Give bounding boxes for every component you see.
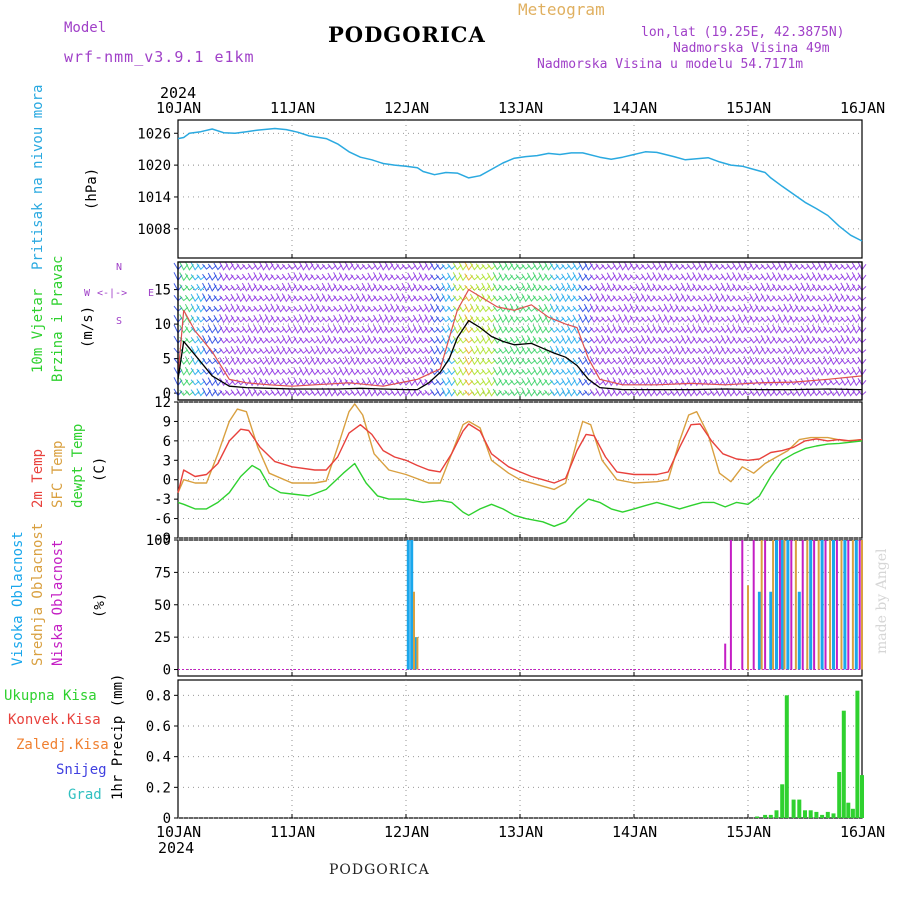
precip-legend-total: Ukupna Kisa <box>4 688 97 704</box>
compass-cross: <-|-> <box>97 288 128 299</box>
precip-legend-snow: Snijeg <box>56 762 107 778</box>
y-tick-label: 1026 <box>137 126 171 142</box>
precip-bar <box>808 810 813 818</box>
y-tick-label: 0.8 <box>146 688 171 704</box>
precip-bar <box>803 810 807 818</box>
precip-bar <box>855 690 860 818</box>
footer-title: PODGORICA <box>329 862 430 878</box>
precip-bar <box>841 710 846 818</box>
y-tick-label: 12 <box>154 395 171 411</box>
wind-speed-line <box>177 319 863 391</box>
page-title: PODGORICA <box>328 22 486 47</box>
y-tick-label: 50 <box>154 598 171 614</box>
y-tick-label: 1020 <box>137 158 171 174</box>
precip-legend-frz: Zaledj.Kisa <box>16 737 109 753</box>
2m-temp-line <box>177 423 863 493</box>
date-label-bottom: 10JAN <box>156 823 202 841</box>
precip-bar <box>784 695 789 818</box>
precip-bar <box>831 813 836 818</box>
precip-legend-conv: Konvek.Kisa <box>8 712 101 728</box>
precip-bar <box>814 811 819 818</box>
precip-bar <box>791 799 796 818</box>
pressure-line <box>177 127 863 242</box>
compass-s: S <box>116 316 123 327</box>
precip-legend-hail: Grad <box>68 787 102 803</box>
y-tick-label: 100 <box>146 533 171 549</box>
y-tick-label: 1014 <box>137 190 171 206</box>
precip-bar <box>780 784 785 818</box>
date-label-top: 13JAN <box>498 99 544 117</box>
model-elevation-label: Nadmorska Visina u modelu 54.7171m <box>537 57 804 72</box>
gust-line <box>177 289 863 387</box>
precip-bar <box>768 814 773 818</box>
precip-bar <box>846 802 851 818</box>
compass-n: N <box>116 262 123 273</box>
precip-bar <box>797 799 802 818</box>
date-label-top: 15JAN <box>726 99 772 117</box>
y-tick-label: -9 <box>154 531 171 547</box>
y-tick-label: 75 <box>154 565 171 581</box>
date-label-top: 16JAN <box>840 99 886 117</box>
year-top: 2024 <box>160 84 197 102</box>
y-tick-label: 1008 <box>137 222 171 238</box>
y-tick-label: 9 <box>163 414 171 430</box>
y-tick-label: 0 <box>163 473 171 489</box>
date-label-bottom: 16JAN <box>840 823 886 841</box>
y-tick-label: 0.4 <box>146 750 171 766</box>
model-label: Model <box>64 20 107 36</box>
y-tick-label: 3 <box>163 453 171 469</box>
y-tick-label: 0.2 <box>146 780 171 796</box>
y-tick-label: 0.6 <box>146 719 171 735</box>
compass-w: W <box>84 288 91 299</box>
date-label-bottom: 11JAN <box>270 823 316 841</box>
lonlat-label: lon,lat (19.25E, 42.3875N) <box>641 25 845 40</box>
date-label-bottom: 15JAN <box>726 823 772 841</box>
wind-direction-field <box>173 261 867 397</box>
y-tick-label: 0 <box>163 811 171 827</box>
date-label-top: 12JAN <box>384 99 430 117</box>
y-tick-label: 25 <box>154 630 171 646</box>
precip-bar <box>825 811 830 818</box>
y-tick-label: 15 <box>154 283 171 299</box>
elevation-label: Nadmorska Visina 49m <box>673 41 830 56</box>
sfc-temp-line <box>177 403 863 493</box>
panel-frame <box>177 261 863 401</box>
y-tick-label: -3 <box>154 492 171 508</box>
compass-e: E <box>148 288 155 299</box>
y-tick-label: 10 <box>154 317 171 333</box>
precip-bar <box>850 808 855 818</box>
meteogram-label: Meteogram <box>518 0 605 19</box>
y-tick-label: 6 <box>163 434 171 450</box>
date-label-top: 10JAN <box>156 99 202 117</box>
precip-bar <box>755 816 760 818</box>
date-label-bottom: 12JAN <box>384 823 430 841</box>
model-name: wrf-nmm_v3.9.1 e1km <box>64 48 255 66</box>
precip-bar <box>860 775 864 818</box>
precip-bar <box>820 814 825 818</box>
y-tick-label: 0 <box>163 386 171 402</box>
date-label-top: 11JAN <box>270 99 316 117</box>
date-label-bottom: 14JAN <box>612 823 658 841</box>
y-tick-label: 5 <box>163 352 171 368</box>
date-label-bottom: 13JAN <box>498 823 544 841</box>
precip-bar <box>837 772 842 818</box>
y-tick-label: 0 <box>163 663 171 679</box>
y-tick-label: -6 <box>154 512 171 528</box>
year-bottom: 2024 <box>158 839 195 857</box>
precip-bar <box>774 810 779 818</box>
date-label-top: 14JAN <box>612 99 658 117</box>
precip-bar <box>763 814 768 818</box>
dewpt-temp-line <box>177 440 863 527</box>
